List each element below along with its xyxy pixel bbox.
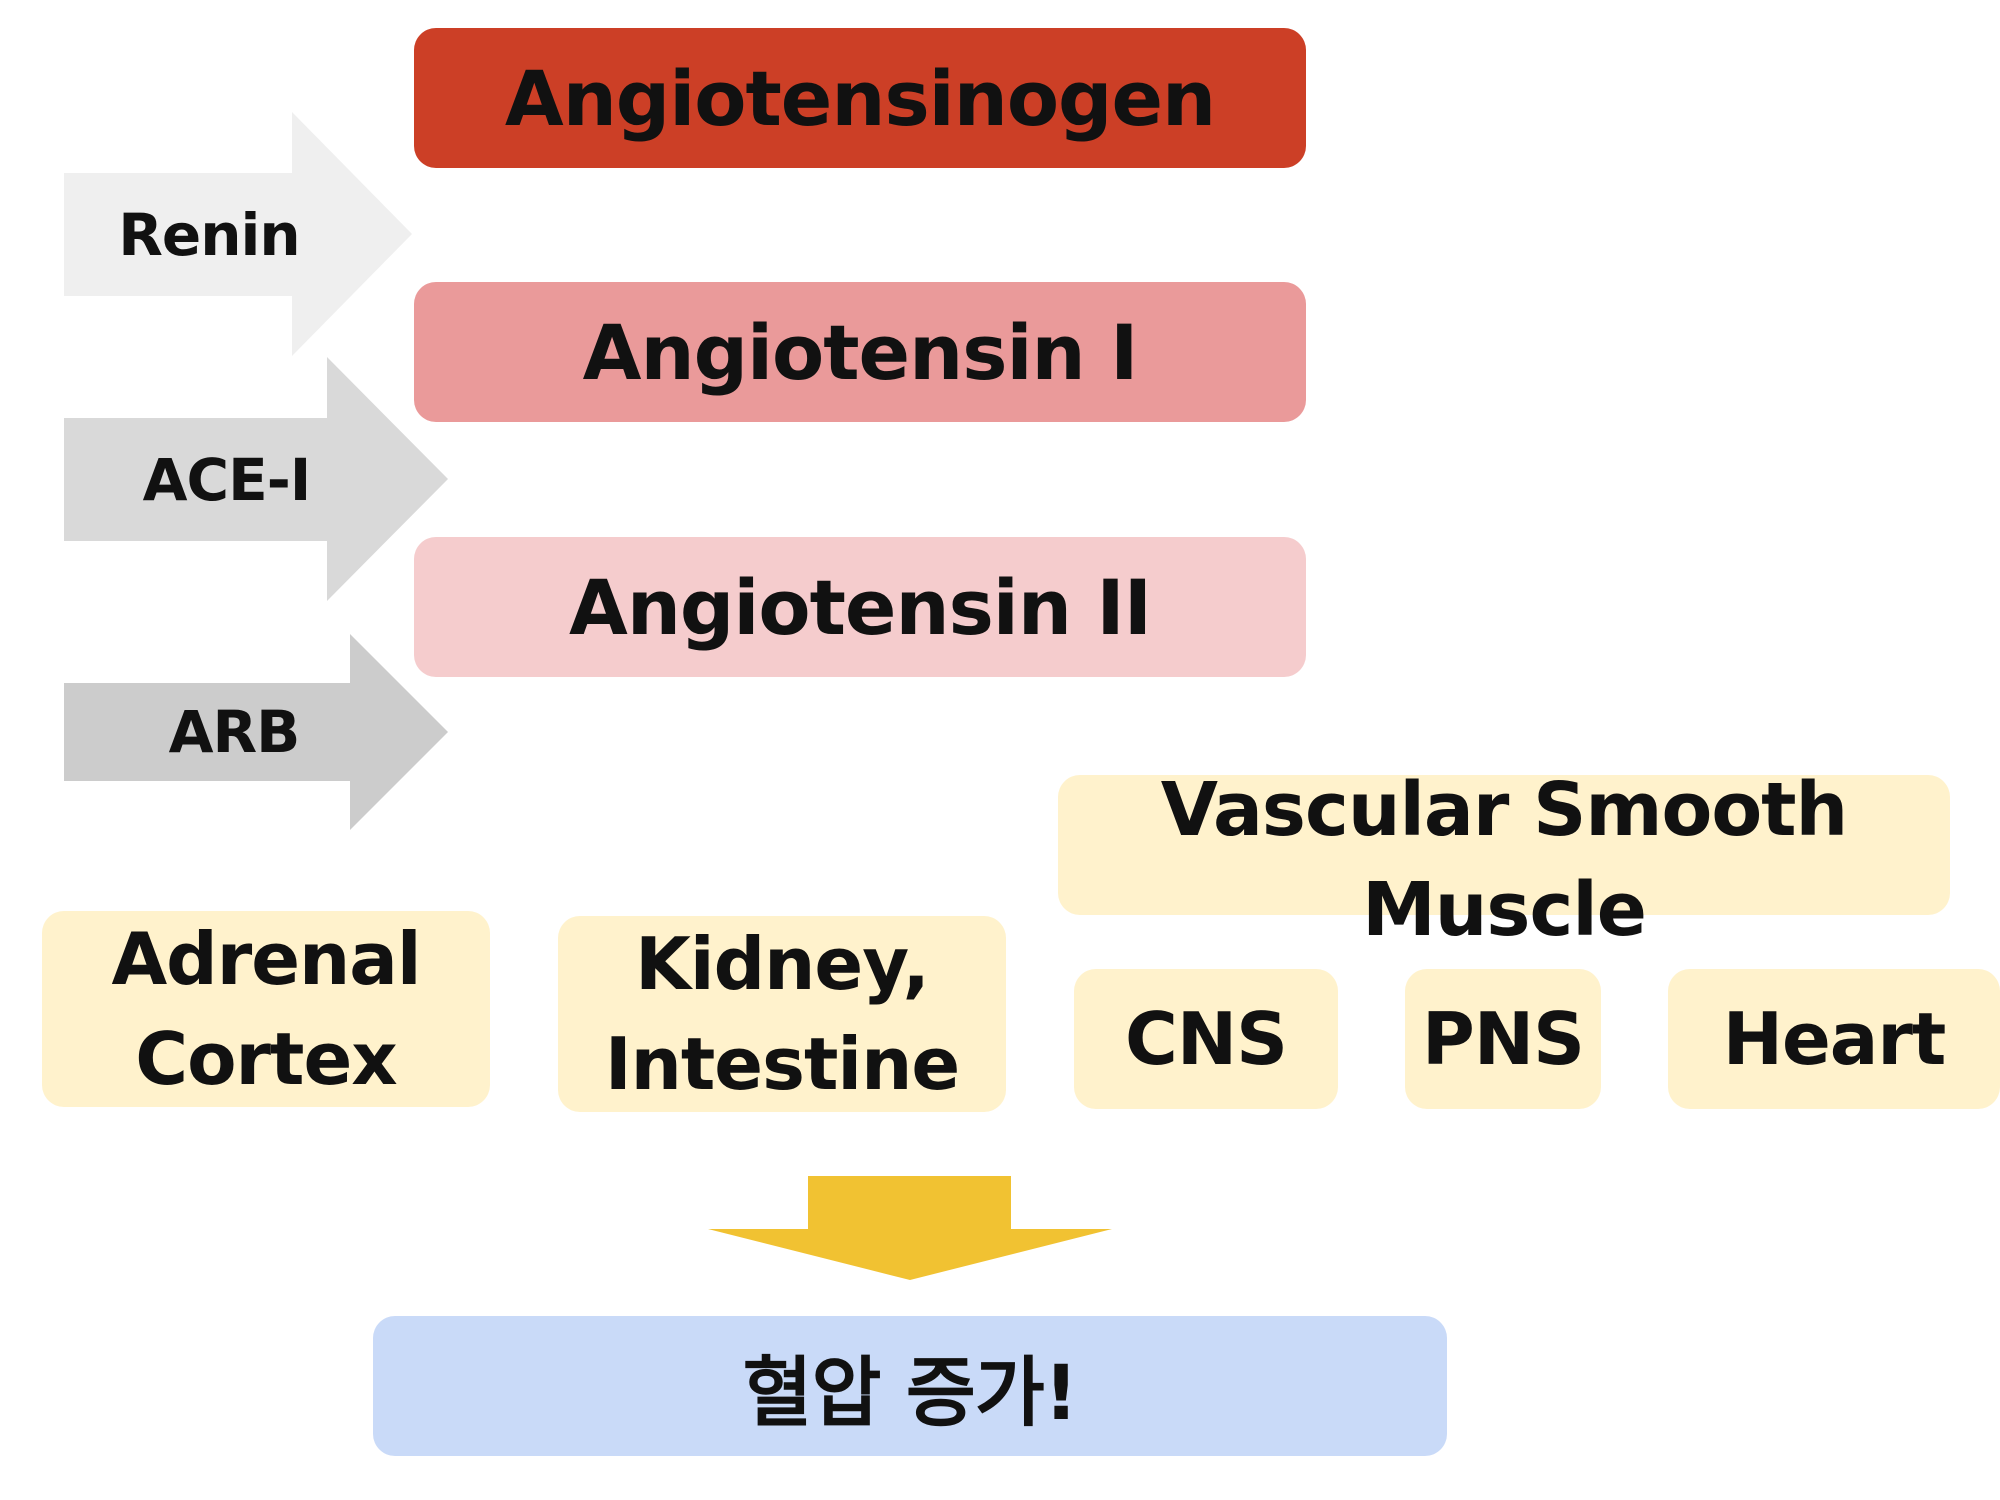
angiotensin-ii-box: Angiotensin II bbox=[414, 537, 1306, 677]
renin-arrow: Renin bbox=[64, 112, 416, 358]
adrenal-cortex-box: Adrenal Cortex bbox=[42, 911, 490, 1107]
arb-arrow: ARB bbox=[64, 634, 454, 832]
kidney-intestine-box: Kidney, Intestine bbox=[558, 916, 1006, 1112]
ace-i-label: ACE-I bbox=[142, 445, 312, 514]
down-arrow-shape bbox=[708, 1176, 1112, 1280]
vascular-smooth-muscle-label: Vascular Smooth Muscle bbox=[1160, 767, 1848, 953]
down-arrow bbox=[708, 1176, 1112, 1282]
angiotensin-i-box: Angiotensin I bbox=[414, 282, 1306, 422]
arb-label: ARB bbox=[168, 698, 301, 766]
angiotensinogen-box: Angiotensinogen bbox=[414, 28, 1306, 168]
arb-arrow-shape bbox=[64, 634, 448, 830]
ace-i-arrow-shape bbox=[64, 357, 448, 601]
ace-i-arrow: ACE-I bbox=[64, 357, 454, 603]
vascular-smooth-muscle-box bbox=[1058, 775, 1950, 915]
renin-label: Renin bbox=[118, 200, 300, 269]
heart-box: Heart bbox=[1668, 969, 2000, 1109]
pns-box: PNS bbox=[1405, 969, 1601, 1109]
renin-arrow-shape bbox=[64, 112, 412, 356]
cns-box: CNS bbox=[1074, 969, 1338, 1109]
blood-pressure-increase-box: 혈압 증가! bbox=[373, 1316, 1447, 1456]
